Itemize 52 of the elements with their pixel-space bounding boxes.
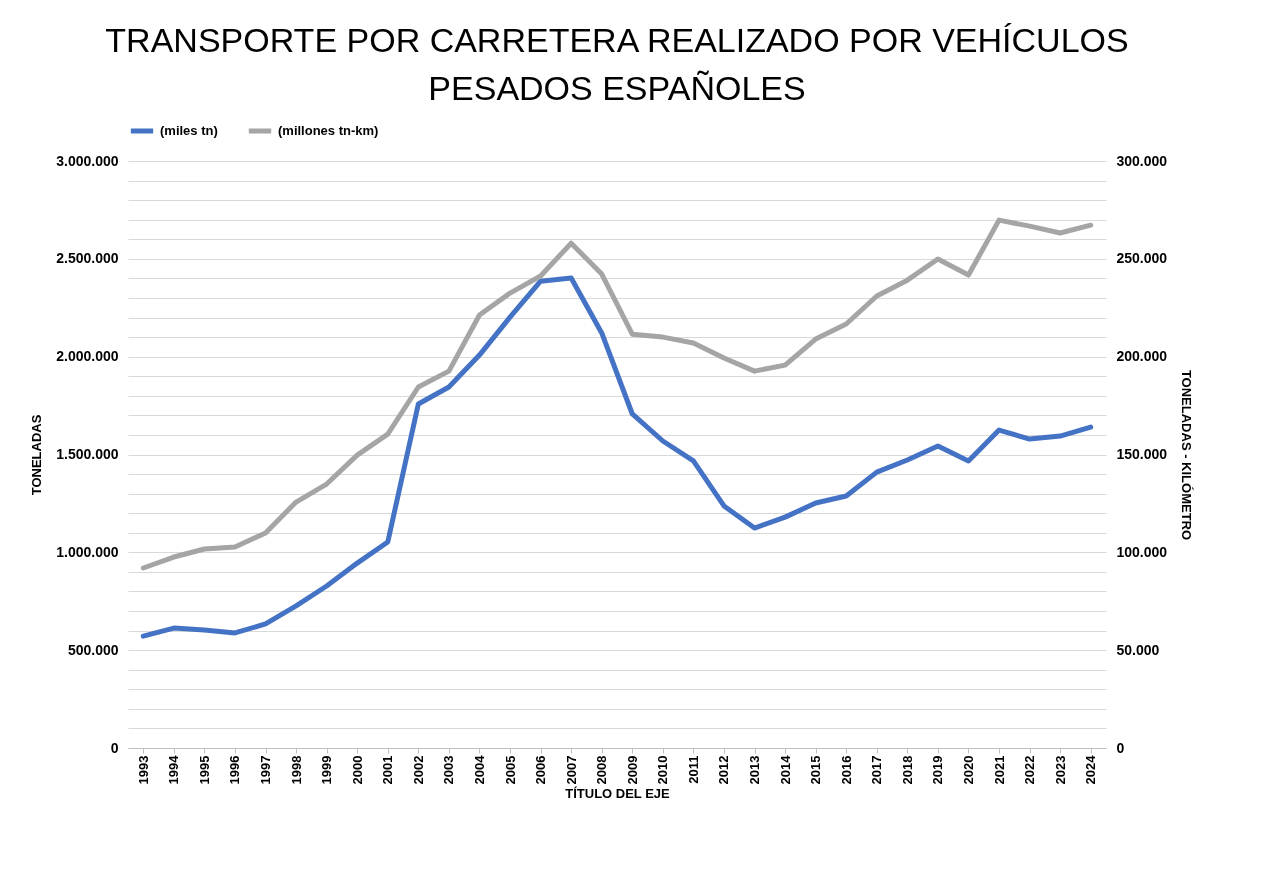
y2-axis-title: TONELADAS - KILÓMETRO [1179, 369, 1195, 541]
x-tick-label: 1998 [288, 755, 304, 785]
y-tick-label: 1.000.000 [56, 543, 119, 560]
x-tick-label: 2009 [624, 755, 640, 785]
x-tick-label: 2017 [869, 755, 885, 785]
x-tick-label: 2013 [747, 755, 763, 785]
x-tick-label: 2024 [1083, 754, 1099, 785]
x-tick-label: 1996 [227, 755, 243, 785]
x-tick-label: 2015 [808, 755, 824, 785]
y-tick-label: 1.500.000 [56, 446, 119, 462]
y2-tick-label: 100.000 [1116, 543, 1168, 560]
y-axis-title: TONELADAS [29, 414, 45, 496]
x-tick-label: 2002 [410, 755, 426, 785]
x-tick-label: 2004 [471, 754, 487, 785]
x-tick-label: 2023 [1052, 755, 1068, 785]
x-tick-label: 2003 [441, 755, 457, 785]
x-tick-label: 2021 [991, 755, 1007, 785]
y2-tick-label: 150.000 [1116, 446, 1168, 462]
x-axis-title: TÍTULO DEL EJE [565, 786, 671, 802]
y-tick-label: 3.000.000 [56, 152, 119, 169]
y2-tick-label: 50.000 [1116, 641, 1160, 658]
x-tick-label: 1993 [135, 755, 151, 785]
x-tick-label: 2018 [899, 755, 915, 785]
y2-tick-label: 250.000 [1116, 250, 1168, 267]
x-tick-label: 2001 [380, 755, 396, 785]
x-tick-label: 1994 [166, 754, 182, 785]
x-tick-label: 2007 [563, 755, 579, 785]
x-tick-label: 2008 [594, 755, 610, 785]
x-tick-label: 2010 [655, 755, 671, 785]
y2-tick-label: 300.000 [1116, 152, 1168, 169]
y2-tick-label: 200.000 [1116, 348, 1168, 365]
legend-label: (miles tn) [160, 123, 218, 138]
x-tick-label: 2012 [716, 755, 732, 785]
chart-title: TRANSPORTE POR CARRETERA REALIZADO POR VEHÍCULOS PESADOS ESPAÑOLES [105, 21, 1129, 107]
x-tick-label: 2019 [930, 755, 946, 785]
x-tick-label: 2014 [777, 754, 793, 785]
x-tick-label: 1995 [196, 755, 212, 785]
x-tick-label: 2000 [349, 755, 365, 785]
y2-tick-label: 0 [1116, 739, 1125, 756]
x-tick-label: 2022 [1022, 755, 1038, 785]
y-tick-label: 2.500.000 [56, 250, 119, 267]
x-tick-label: 2006 [533, 755, 549, 785]
x-tick-label: 2005 [502, 755, 518, 785]
x-tick-label: 2011 [685, 755, 701, 784]
y-tick-label: 0 [110, 739, 119, 756]
y-tick-label: 500.000 [67, 641, 119, 658]
x-tick-label: 1997 [258, 755, 274, 785]
x-tick-label: 1999 [319, 755, 335, 785]
legend-label: (millones tn-km) [278, 123, 379, 138]
y-tick-label: 2.000.000 [56, 348, 119, 365]
x-tick-label: 2016 [838, 755, 854, 785]
x-tick-label: 2020 [960, 755, 976, 785]
